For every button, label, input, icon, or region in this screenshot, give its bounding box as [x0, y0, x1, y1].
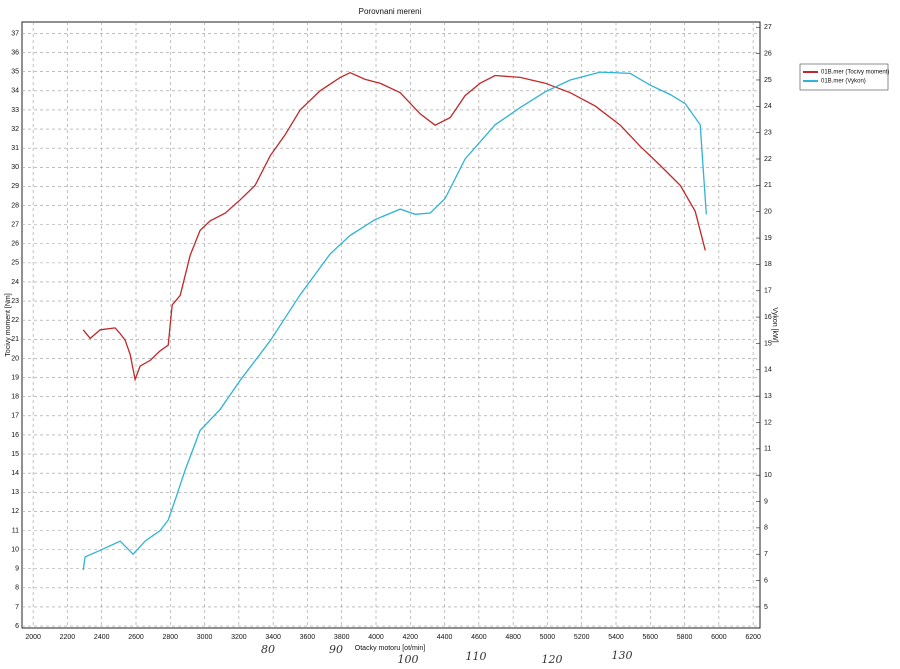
y-tick-label: 32: [11, 126, 19, 133]
x-tick-label: 3200: [231, 634, 247, 641]
handwritten-note: 80: [261, 643, 275, 656]
x-tick-label: 3400: [265, 634, 281, 641]
y-tick-label: 23: [11, 298, 19, 305]
legend-label: 01B.mer (Vykon): [821, 79, 866, 85]
y2-tick-label: 19: [764, 235, 772, 242]
y-tick-label: 33: [11, 107, 19, 114]
y2-tick-label: 15: [764, 340, 772, 347]
x-tick-label: 6000: [711, 634, 727, 641]
x-tick-label: 2600: [128, 634, 144, 641]
y-tick-label: 6: [15, 623, 19, 630]
x-tick-label: 4000: [368, 634, 384, 641]
x-tick-label: 5400: [608, 634, 624, 641]
data-line: [82, 71, 707, 571]
y-tick-label: 30: [11, 164, 19, 171]
y-tick-label: 28: [11, 202, 19, 209]
x-tick-label: 2000: [25, 634, 41, 641]
y-tick-label: 8: [15, 585, 19, 592]
x-tick-label: 2800: [162, 634, 178, 641]
y2-tick-label: 22: [764, 156, 772, 163]
legend-box: [799, 63, 889, 91]
y-tick-label: 16: [11, 432, 19, 439]
y-tick-label: 18: [11, 394, 19, 401]
y2-tick-label: 5: [764, 604, 768, 611]
y-tick-label: 14: [11, 470, 19, 477]
y-axis-label: Tocivy moment [Nm]: [5, 293, 12, 356]
y-tick-label: 26: [11, 241, 19, 248]
x-tick-label: 3800: [334, 634, 350, 641]
y2-tick-label: 26: [764, 50, 772, 57]
y-tick-label: 27: [11, 221, 19, 228]
y-tick-label: 35: [11, 69, 19, 76]
y-tick-label: 34: [11, 88, 19, 95]
y2-tick-label: 17: [764, 288, 772, 295]
y-tick-label: 17: [11, 413, 19, 420]
handwritten-note: 110: [466, 650, 487, 663]
y-tick-label: 29: [11, 183, 19, 190]
x-axis-label: Otacky motoru [ot/min]: [355, 645, 425, 652]
y-tick-label: 22: [11, 317, 19, 324]
y-tick-label: 13: [11, 489, 19, 496]
x-tick-label: 5000: [540, 634, 556, 641]
y-tick-label: 20: [11, 355, 19, 362]
y-tick-label: 10: [11, 546, 19, 553]
plot-frame: [21, 21, 761, 629]
y2-tick-label: 14: [764, 367, 772, 374]
y2-tick-label: 18: [764, 261, 772, 268]
y-tick-label: 7: [15, 604, 19, 611]
y2-tick-label: 16: [764, 314, 772, 321]
y2-axis-label: Vykon [kW]: [771, 307, 778, 342]
x-tick-label: 4800: [505, 634, 521, 641]
y2-tick-label: 13: [764, 393, 772, 400]
y2-tick-label: 6: [764, 577, 768, 584]
y2-tick-label: 23: [764, 130, 772, 137]
data-line: [82, 71, 706, 382]
x-tick-label: 4400: [437, 634, 453, 641]
x-tick-label: 5600: [642, 634, 658, 641]
y2-tick-label: 10: [764, 472, 772, 479]
y-tick-label: 24: [11, 279, 19, 286]
y-tick-label: 9: [15, 566, 19, 573]
y-tick-label: 37: [11, 30, 19, 37]
x-tick-label: 2400: [94, 634, 110, 641]
handwritten-note: 120: [542, 653, 563, 666]
y2-tick-label: 9: [764, 498, 768, 505]
y-tick-label: 31: [11, 145, 19, 152]
x-tick-label: 4600: [471, 634, 487, 641]
x-tick-label: 4200: [402, 634, 418, 641]
x-tick-label: 2200: [60, 634, 76, 641]
chart-title: Porovnani mereni: [359, 7, 422, 16]
y2-tick-label: 12: [764, 419, 772, 426]
x-tick-label: 3000: [197, 634, 213, 641]
handwritten-note: 130: [612, 649, 633, 662]
y-tick-label: 15: [11, 451, 19, 458]
y2-tick-label: 11: [764, 446, 771, 453]
y-tick-label: 25: [11, 260, 19, 267]
y2-tick-label: 25: [764, 77, 772, 84]
y-tick-label: 21: [11, 336, 19, 343]
handwritten-note: 100: [398, 653, 419, 666]
y-tick-label: 19: [11, 374, 19, 381]
y2-tick-label: 21: [764, 182, 772, 189]
y-tick-label: 11: [12, 527, 19, 534]
y-tick-label: 12: [11, 508, 19, 515]
handwritten-note: 90: [329, 643, 343, 656]
y2-tick-label: 24: [764, 103, 772, 110]
x-tick-label: 3600: [300, 634, 316, 641]
x-tick-label: 5200: [574, 634, 590, 641]
y2-tick-label: 27: [764, 24, 772, 31]
legend-label: 01B.mer (Tocivy moment): [821, 70, 889, 76]
y2-tick-label: 7: [764, 551, 768, 558]
y-tick-label: 36: [11, 49, 19, 56]
y2-tick-label: 8: [764, 525, 768, 532]
x-tick-label: 5800: [677, 634, 693, 641]
x-tick-label: 6200: [745, 634, 761, 641]
y2-tick-label: 20: [764, 209, 772, 216]
